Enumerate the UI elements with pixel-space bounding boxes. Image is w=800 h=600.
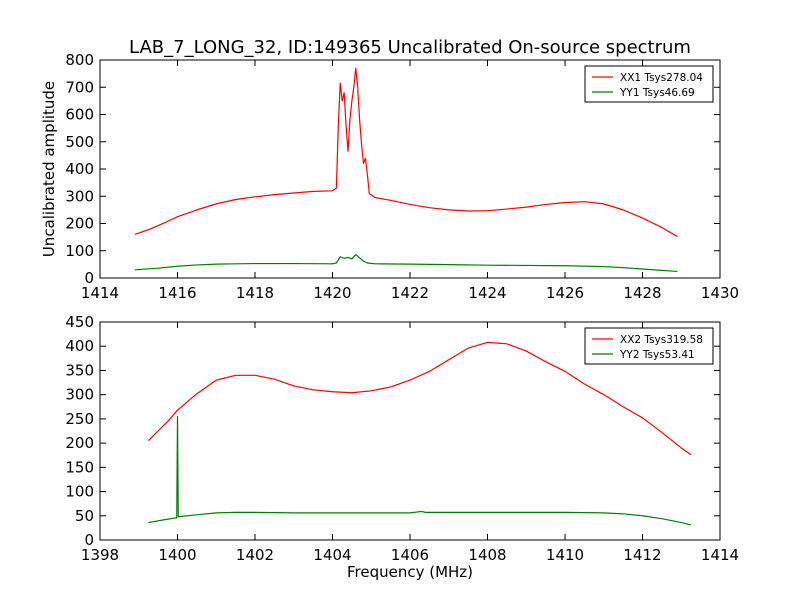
y-tick-label: 700 <box>65 78 94 96</box>
legend-entry: YY2 Tsys53.41 <box>619 349 695 361</box>
y-tick-label: 150 <box>65 458 94 476</box>
x-tick-label: 1424 <box>468 284 506 302</box>
series-line-1 <box>134 67 678 238</box>
y-tick-label: 300 <box>65 187 94 205</box>
legend-box <box>584 327 714 365</box>
figure-title: LAB_7_LONG_32, ID:149365 Uncalibrated On… <box>129 37 691 58</box>
x-tick-label: 1420 <box>313 284 351 302</box>
y-tick-label: 450 <box>65 313 94 331</box>
x-tick-label: 1430 <box>701 284 739 302</box>
y-tick-label: 100 <box>65 483 94 501</box>
y-tick-label: 200 <box>65 215 94 233</box>
y-tick-label: 500 <box>65 133 94 151</box>
x-tick-label: 1414 <box>81 284 119 302</box>
x-tick-label: 1412 <box>623 546 661 564</box>
x-tick-label: 1414 <box>701 546 739 564</box>
y-axis-title: Uncalibrated amplitude <box>40 81 58 257</box>
series-line-2 <box>134 253 678 273</box>
y-tick-label: 800 <box>65 51 94 69</box>
legend: XX1 Tsys278.04 YY1 Tsys46.69 <box>584 65 714 103</box>
legend-entry: XX2 Tsys319.58 <box>620 334 703 346</box>
x-tick-label: 1416 <box>158 284 196 302</box>
y-tick-label: 300 <box>65 386 94 404</box>
legend-box <box>584 65 714 103</box>
legend-entry: YY1 Tsys46.69 <box>619 87 695 99</box>
x-tick-label: 1402 <box>236 546 274 564</box>
x-tick-label: 1410 <box>546 546 584 564</box>
series-line-1 <box>148 341 692 456</box>
bottom-panel: 1398 1400 1402 1404 1406 1408 1410 1412 1414 0 50 1… <box>65 313 739 581</box>
legend-entry: XX1 Tsys278.04 <box>620 72 703 84</box>
y-tick-label: 600 <box>65 106 94 124</box>
y-tick-label: 0 <box>84 531 94 549</box>
x-tick-label: 1428 <box>623 284 661 302</box>
x-tick-label: 1422 <box>391 284 429 302</box>
x-tick-label: 1418 <box>236 284 274 302</box>
x-tick-label: 1408 <box>468 546 506 564</box>
x-tick-label: 1406 <box>391 546 429 564</box>
x-axis-title: Frequency (MHz) <box>347 563 473 581</box>
x-tick-label: 1398 <box>81 546 119 564</box>
series-line-2 <box>148 415 692 526</box>
y-tick-label: 100 <box>65 242 94 260</box>
legend: XX2 Tsys319.58 YY2 Tsys53.41 <box>584 327 714 365</box>
y-tick-label: 400 <box>65 160 94 178</box>
x-tick-label: 1404 <box>313 546 351 564</box>
x-tick-label: 1426 <box>546 284 584 302</box>
y-tick-label: 200 <box>65 434 94 452</box>
y-tick-label: 50 <box>75 507 94 525</box>
y-tick-label: 400 <box>65 337 94 355</box>
y-tick-label: 350 <box>65 361 94 379</box>
x-tick-label: 1400 <box>158 546 196 564</box>
top-panel: 1414 1416 1418 1420 1422 1424 1426 1428 1430 0 100… <box>40 51 739 302</box>
y-tick-label: 0 <box>84 269 94 287</box>
y-tick-label: 250 <box>65 410 94 428</box>
